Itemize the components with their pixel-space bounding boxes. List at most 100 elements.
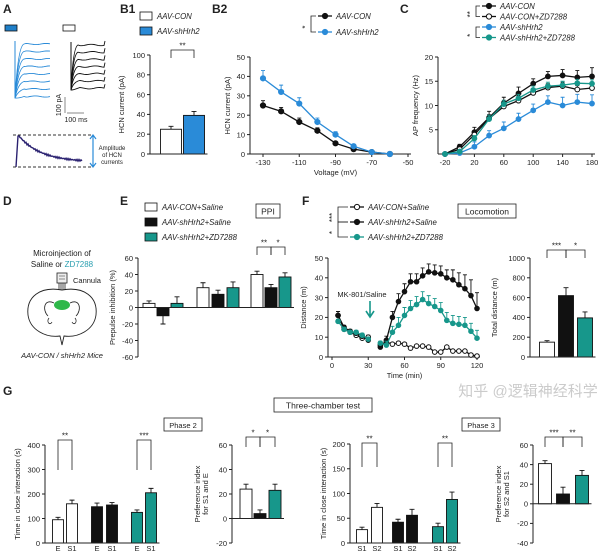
panel-d: Microinjection of Saline or ZD7288 Cannu… (20, 249, 103, 360)
bar (145, 492, 157, 544)
bar (156, 307, 170, 317)
bar (250, 274, 264, 308)
data-point (335, 312, 341, 319)
data-point (589, 73, 595, 80)
legend-label: AAV-CON+Saline (161, 203, 224, 212)
significance-bracket (437, 442, 453, 467)
ppi-box: PPI (255, 203, 281, 219)
data-point (419, 343, 426, 349)
error-bar (579, 470, 585, 476)
cannula-cap-icon (56, 272, 68, 284)
y-tick-label: -40 (517, 539, 528, 548)
legend-significance-bracket (475, 26, 480, 38)
data-point (474, 353, 480, 359)
y-tick-label: 40 (137, 110, 145, 119)
error-bar (560, 486, 566, 494)
error-bar (268, 283, 274, 288)
data-point (259, 102, 267, 109)
x-axis-label: Time (min) (387, 371, 423, 380)
legend-label: AAV-CON (156, 12, 192, 21)
y-tick-label: -60 (122, 353, 133, 362)
legend-label: AAV-shHrh2 (499, 23, 543, 32)
con-current-trace (70, 42, 106, 91)
data-point (530, 87, 537, 93)
data-point (468, 352, 474, 358)
x-tick-label: -90 (330, 158, 341, 167)
bar (170, 302, 184, 308)
y-tick-label: 50 (315, 254, 323, 263)
legend-significance-bracket (475, 5, 480, 17)
data-point (574, 99, 581, 106)
bar (160, 128, 182, 155)
x-category-label: S1 (67, 544, 76, 553)
error-bar (243, 483, 249, 490)
data-point (365, 336, 372, 342)
injection-arrow-icon (365, 301, 375, 319)
brain-outline-icon (27, 288, 97, 346)
data-point (530, 80, 537, 87)
significance-label: ** (366, 435, 372, 444)
phase2-label: Phase 2 (169, 421, 197, 430)
data-point (389, 314, 396, 321)
error-bar (449, 491, 455, 500)
data-point (500, 101, 507, 107)
bar (196, 287, 210, 308)
data-point (332, 140, 339, 147)
error-bar (55, 516, 61, 520)
bar (239, 488, 253, 519)
shhrh2-current-trace (14, 41, 51, 99)
y-tick-label: 300 (27, 465, 40, 474)
y-tick-label: 20 (520, 480, 528, 489)
legend-marker (353, 233, 361, 241)
y-axis-label: Preference index (494, 465, 503, 522)
y-tick-label: 0 (36, 539, 40, 548)
bar (278, 276, 292, 308)
y-tick-label: 200 (512, 333, 525, 342)
data-point (407, 305, 414, 312)
y-tick-label: 30 (315, 293, 323, 302)
legend-significance-label: * (328, 231, 337, 234)
con-current-trace (70, 42, 106, 91)
bar (52, 519, 64, 544)
data-point (419, 296, 426, 303)
y-axis-label: HCN current (pA) (223, 76, 232, 134)
data-point (259, 75, 267, 82)
legend-swatch (139, 11, 153, 21)
x-tick-label: 120 (471, 361, 484, 370)
bar (446, 498, 458, 544)
x-tick-label: 30 (364, 361, 372, 370)
error-bar (168, 125, 174, 130)
y-axis-label: Preference index (193, 465, 202, 522)
bar (556, 493, 570, 505)
y-tick-label: 5 (429, 126, 433, 135)
error-bar (134, 509, 140, 513)
significance-bracket (136, 439, 152, 470)
legend-swatch (144, 232, 158, 242)
data-point (474, 305, 480, 312)
y-tick-label: 20 (125, 287, 133, 296)
error-bar (200, 282, 206, 288)
hcn-current-trace (15, 134, 83, 168)
significance-bracket (170, 49, 195, 58)
saline-or-drug-label: Saline or ZD7288 (31, 260, 94, 269)
series-line (262, 77, 390, 155)
significance-label: * (276, 239, 279, 248)
error-bar (272, 483, 278, 491)
legend-marker (321, 28, 329, 36)
panel-a: 100 pA 100 ms Amplitude of HCN currents (4, 24, 126, 168)
significance-label: *** (552, 242, 561, 251)
error-bar (435, 522, 441, 527)
error-bar (230, 281, 236, 288)
data-point (314, 127, 321, 134)
error-bar (109, 502, 115, 506)
phase3-label: Phase 3 (467, 421, 495, 430)
legend-label: AAV-CON+ZD7288 (499, 12, 568, 21)
data-point (359, 332, 366, 339)
y-tick-label: -20 (517, 519, 528, 528)
series-line (337, 298, 478, 346)
data-point (413, 343, 420, 349)
data-point (389, 329, 396, 336)
legend-marker (485, 2, 493, 10)
error-bar (160, 315, 166, 325)
y-tick-label: 150 (332, 465, 345, 474)
